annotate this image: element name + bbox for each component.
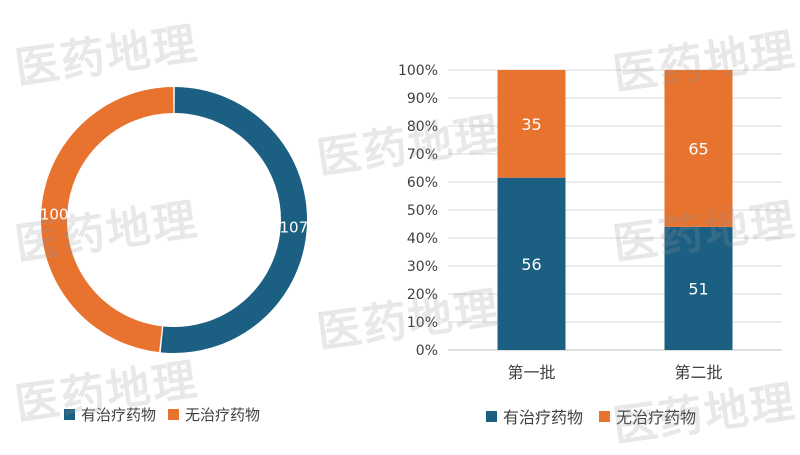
legend-swatch-no-treatment [599,410,611,422]
y-tick-label: 40% [407,231,438,247]
legend-label-has-treatment: 有治疗药物 [503,408,584,427]
legend-swatch-no-treatment [168,409,180,420]
bar-data-label: 35 [521,115,541,134]
donut-legend: 有治疗药物 无治疗药物 [64,404,260,425]
legend-label-no-treatment: 无治疗药物 [616,408,697,427]
x-category-label: 第一批 [507,363,555,382]
legend-label-has-treatment: 有治疗药物 [81,406,157,424]
legend-label-no-treatment: 无治疗药物 [185,406,261,424]
donut-data-label: 107 [280,218,309,236]
y-tick-label: 30% [407,259,438,275]
stacked-bar-chart: 0% 10% 20% 30% 40% 50% 60% 70% 80% 90% 100% 56 35 第一批… [398,63,782,382]
bar-data-label: 56 [521,255,541,274]
legend-swatch-has-treatment [64,409,75,420]
bar-segment-has-treatment [497,177,566,350]
donut-slice-no-treatment [41,87,174,353]
bar-legend: 有治疗药物 无治疗药物 [486,404,696,428]
y-tick-label: 60% [407,175,438,191]
x-category-label: 第二批 [674,363,722,382]
donut-data-label: 100 [40,206,69,224]
y-tick-label: 50% [407,203,438,219]
y-tick-label: 80% [407,119,438,135]
donut-chart: 107 100 [40,87,309,353]
bar-segment-has-treatment [664,226,733,350]
y-tick-label: 70% [407,147,438,163]
bar-segment-no-treatment [497,70,566,178]
bar-data-label: 51 [688,279,708,298]
y-tick-label: 0% [416,343,438,359]
figure: 107 100 0% 10% 20% 30% 40% 50% 60% 70% 80% 90% 100%… [40,63,782,382]
donut-slice-has-treatment [160,87,307,353]
bar-segment-no-treatment [664,70,733,227]
y-tick-label: 10% [407,315,438,331]
bar-data-label: 65 [688,139,708,158]
legend-swatch-has-treatment [486,410,497,422]
y-tick-label: 100% [398,63,438,79]
y-tick-label: 20% [407,287,438,303]
y-tick-label: 90% [407,91,438,107]
